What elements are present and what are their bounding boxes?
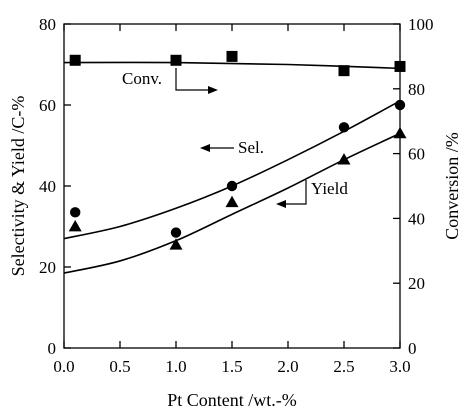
sel-marker [70,207,81,218]
right-y-tick-label: 80 [408,80,425,99]
conv-marker [226,50,238,62]
sel-fit-line [63,100,401,240]
left-y-tick-label: 80 [39,15,56,34]
conv-arrowhead-icon [208,86,218,94]
x-tick-label: 2.5 [333,357,354,376]
conv-marker [338,65,350,77]
sel-marker [170,227,182,238]
x-tick-label: 0.5 [109,357,130,376]
yield-marker [68,220,82,232]
yield-marker [225,195,239,208]
left-y-tick-label: 40 [39,177,56,196]
conv-marker [170,54,182,66]
yield-arrowhead-icon [276,200,286,208]
right-y-tick-label: 60 [408,145,425,164]
x-tick-label: 0.0 [53,357,74,376]
conv-annotation-label: Conv. [122,69,162,88]
left-y-tick-label: 0 [48,339,57,358]
conv-marker [69,54,81,66]
x-tick-label: 1.0 [165,357,186,376]
left-y-tick-label: 60 [39,96,56,115]
left-y-axis-title: Selectivity & Yield /C-% [8,96,28,277]
left-y-tick-label: 20 [39,258,56,277]
right-y-tick-label: 100 [408,15,434,34]
x-tick-label: 3.0 [389,357,410,376]
right-y-axis-title: Conversion /% [442,132,462,240]
right-y-tick-label: 20 [408,274,425,293]
sel-marker [394,99,406,111]
sel-marker [226,180,238,192]
x-axis-title: Pt Content /wt.-% [167,390,297,410]
fit-lines-group [63,61,401,274]
yield-annotation-arrow [282,180,307,205]
yield-annotation-label: Yield [311,179,348,198]
right-y-tick-label: 40 [408,209,425,228]
ticks-group: 0.0 0.5 1.0 1.5 2.0 2.5 3.00204060800204060801… [39,15,434,376]
conv-marker [394,60,406,72]
x-tick-label: 2.0 [277,357,298,376]
conv-annotation-arrow [175,68,212,91]
yield-marker [337,153,351,165]
right-y-tick-label: 0 [408,339,417,358]
yield-marker [393,126,407,139]
x-tick-label: 1.5 [221,357,242,376]
sel-annotation-label: Sel. [238,138,264,157]
conv-fit-line [63,61,401,70]
sel-marker [338,122,350,133]
sel-arrowhead-icon [200,144,210,152]
markers-group [68,50,407,250]
yield-marker [169,238,183,250]
